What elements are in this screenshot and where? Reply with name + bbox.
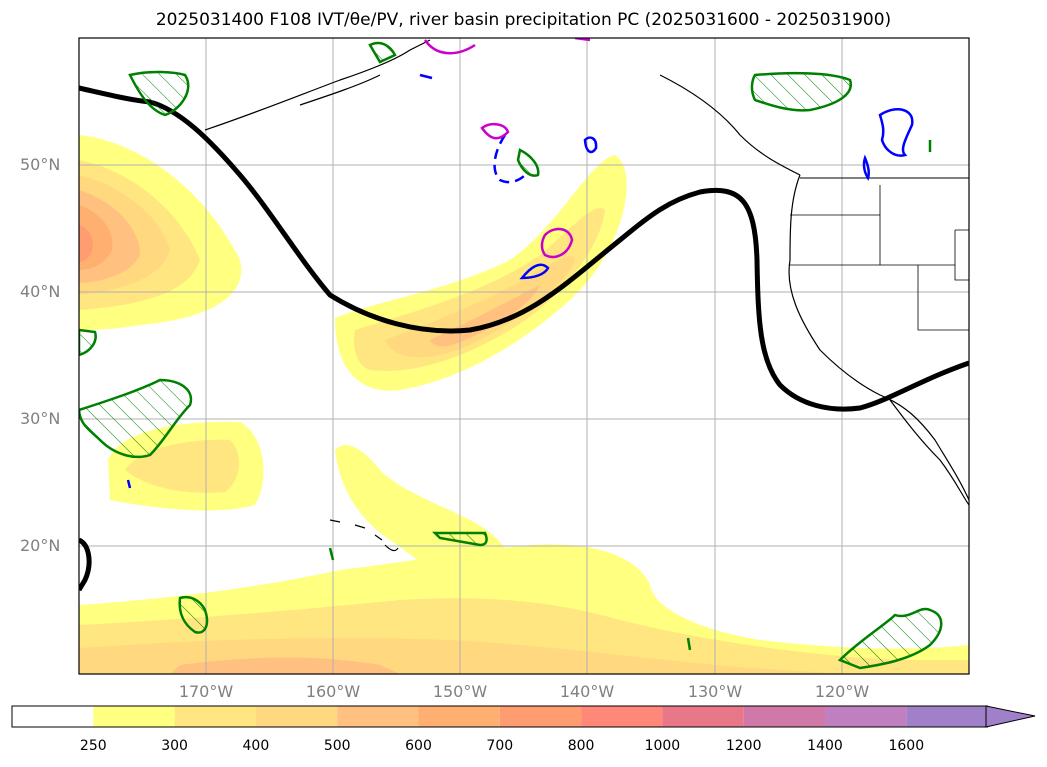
colorbar-segment [174, 706, 256, 727]
map-title: 2025031400 F108 IVT/θe/PV, river basin p… [155, 10, 892, 30]
ivt-filled-contours [79, 135, 969, 674]
hawaii-islands [329, 519, 399, 552]
lat-label-40n: 40°N [20, 282, 61, 301]
colorbar-tick-label: 700 [486, 738, 514, 754]
theta-e-contour [79, 85, 969, 592]
colorbar-tick-label: 600 [405, 738, 432, 754]
colorbar-segment [93, 706, 175, 727]
pv-contours [126, 73, 914, 489]
lon-label-160w: 160°W [305, 682, 361, 701]
graticule [79, 38, 969, 674]
precip-contours [79, 41, 943, 670]
coastlines [204, 39, 969, 552]
colorbar-extend-arrow [985, 705, 1036, 728]
colorbar-tick-label: 250 [79, 738, 107, 754]
colorbar-segment [337, 706, 419, 727]
map-frame [78, 37, 970, 675]
colorbar-tick-label: 1200 [725, 738, 762, 754]
colorbar-segment [418, 706, 500, 727]
state-borders [790, 185, 969, 331]
colorbar-segment [906, 706, 988, 727]
lon-label-170w: 170°W [178, 682, 234, 701]
colorbar-tick-label: 300 [161, 738, 188, 754]
colorbar-tick-label: 800 [567, 738, 595, 754]
colorbar-tick-label: 400 [242, 738, 270, 754]
colorbar-segment [825, 706, 907, 727]
lon-label-120w: 120°W [814, 682, 870, 701]
colorbar-tick-label: 1000 [644, 738, 681, 754]
colorbar-segment [499, 706, 582, 727]
colorbar-segment [255, 706, 338, 727]
us-west-coast [788, 174, 969, 501]
colorbar-tick-label: 500 [323, 738, 351, 754]
lon-label-150w: 150°W [432, 682, 488, 701]
colorbar-segment [581, 706, 663, 727]
lon-label-140w: 140°W [559, 682, 615, 701]
colorbar-tick-label: 1600 [888, 738, 925, 754]
colorbar-segment [662, 706, 744, 727]
lon-label-130w: 130°W [687, 682, 743, 701]
canada-coast [659, 74, 801, 176]
magenta-contours [423, 38, 591, 259]
alaska-coast [204, 39, 431, 131]
colorbar-tick-label: 1400 [807, 738, 843, 754]
lat-label-50n: 50°N [20, 155, 61, 174]
lat-label-20n: 20°N [20, 536, 61, 555]
baja [889, 399, 969, 506]
colorbar-segment [12, 706, 94, 727]
colorbar [11, 705, 1036, 728]
colorbar-segment [743, 706, 825, 727]
lat-label-30n: 30°N [20, 409, 61, 428]
